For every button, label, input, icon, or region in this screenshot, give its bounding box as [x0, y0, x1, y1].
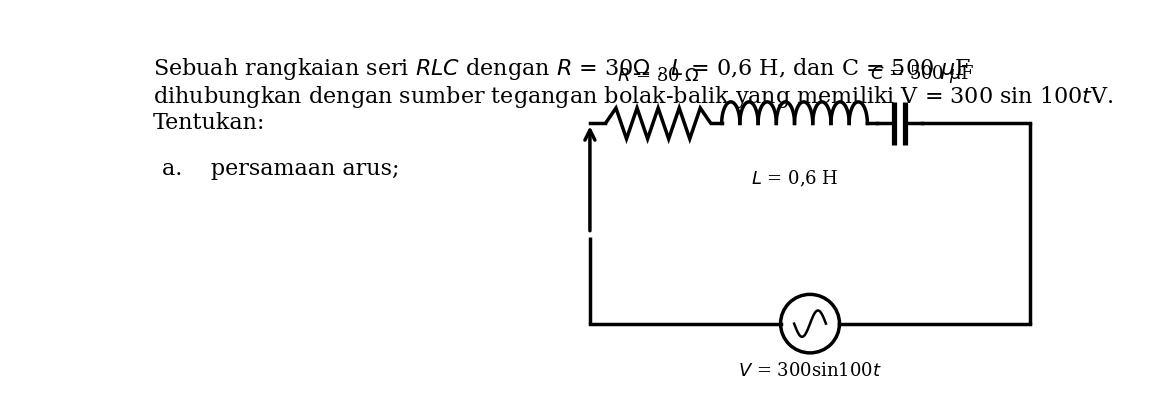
Text: $\mathit{L}$ = 0,6 H: $\mathit{L}$ = 0,6 H [751, 168, 839, 189]
Text: $\mathit{V}$ = 300sin100$\mathit{t}$: $\mathit{V}$ = 300sin100$\mathit{t}$ [738, 362, 882, 380]
Text: $\mathit{R}$ = 30 $\Omega$: $\mathit{R}$ = 30 $\Omega$ [617, 67, 699, 85]
Text: $\mathit{C}$ = 500 $\mu$F: $\mathit{C}$ = 500 $\mu$F [870, 63, 975, 85]
Text: dihubungkan dengan sumber tegangan bolak-balik yang memiliki V = 300 sin 100$\ma: dihubungkan dengan sumber tegangan bolak… [152, 84, 1113, 110]
Text: a.    persamaan arus;: a. persamaan arus; [162, 158, 400, 180]
Text: Sebuah rangkaian seri $\mathit{RLC}$ dengan $\mathit{R}$ = 30$\Omega$ , $\mathit: Sebuah rangkaian seri $\mathit{RLC}$ den… [152, 57, 971, 83]
Text: Tentukan:: Tentukan: [152, 112, 265, 134]
